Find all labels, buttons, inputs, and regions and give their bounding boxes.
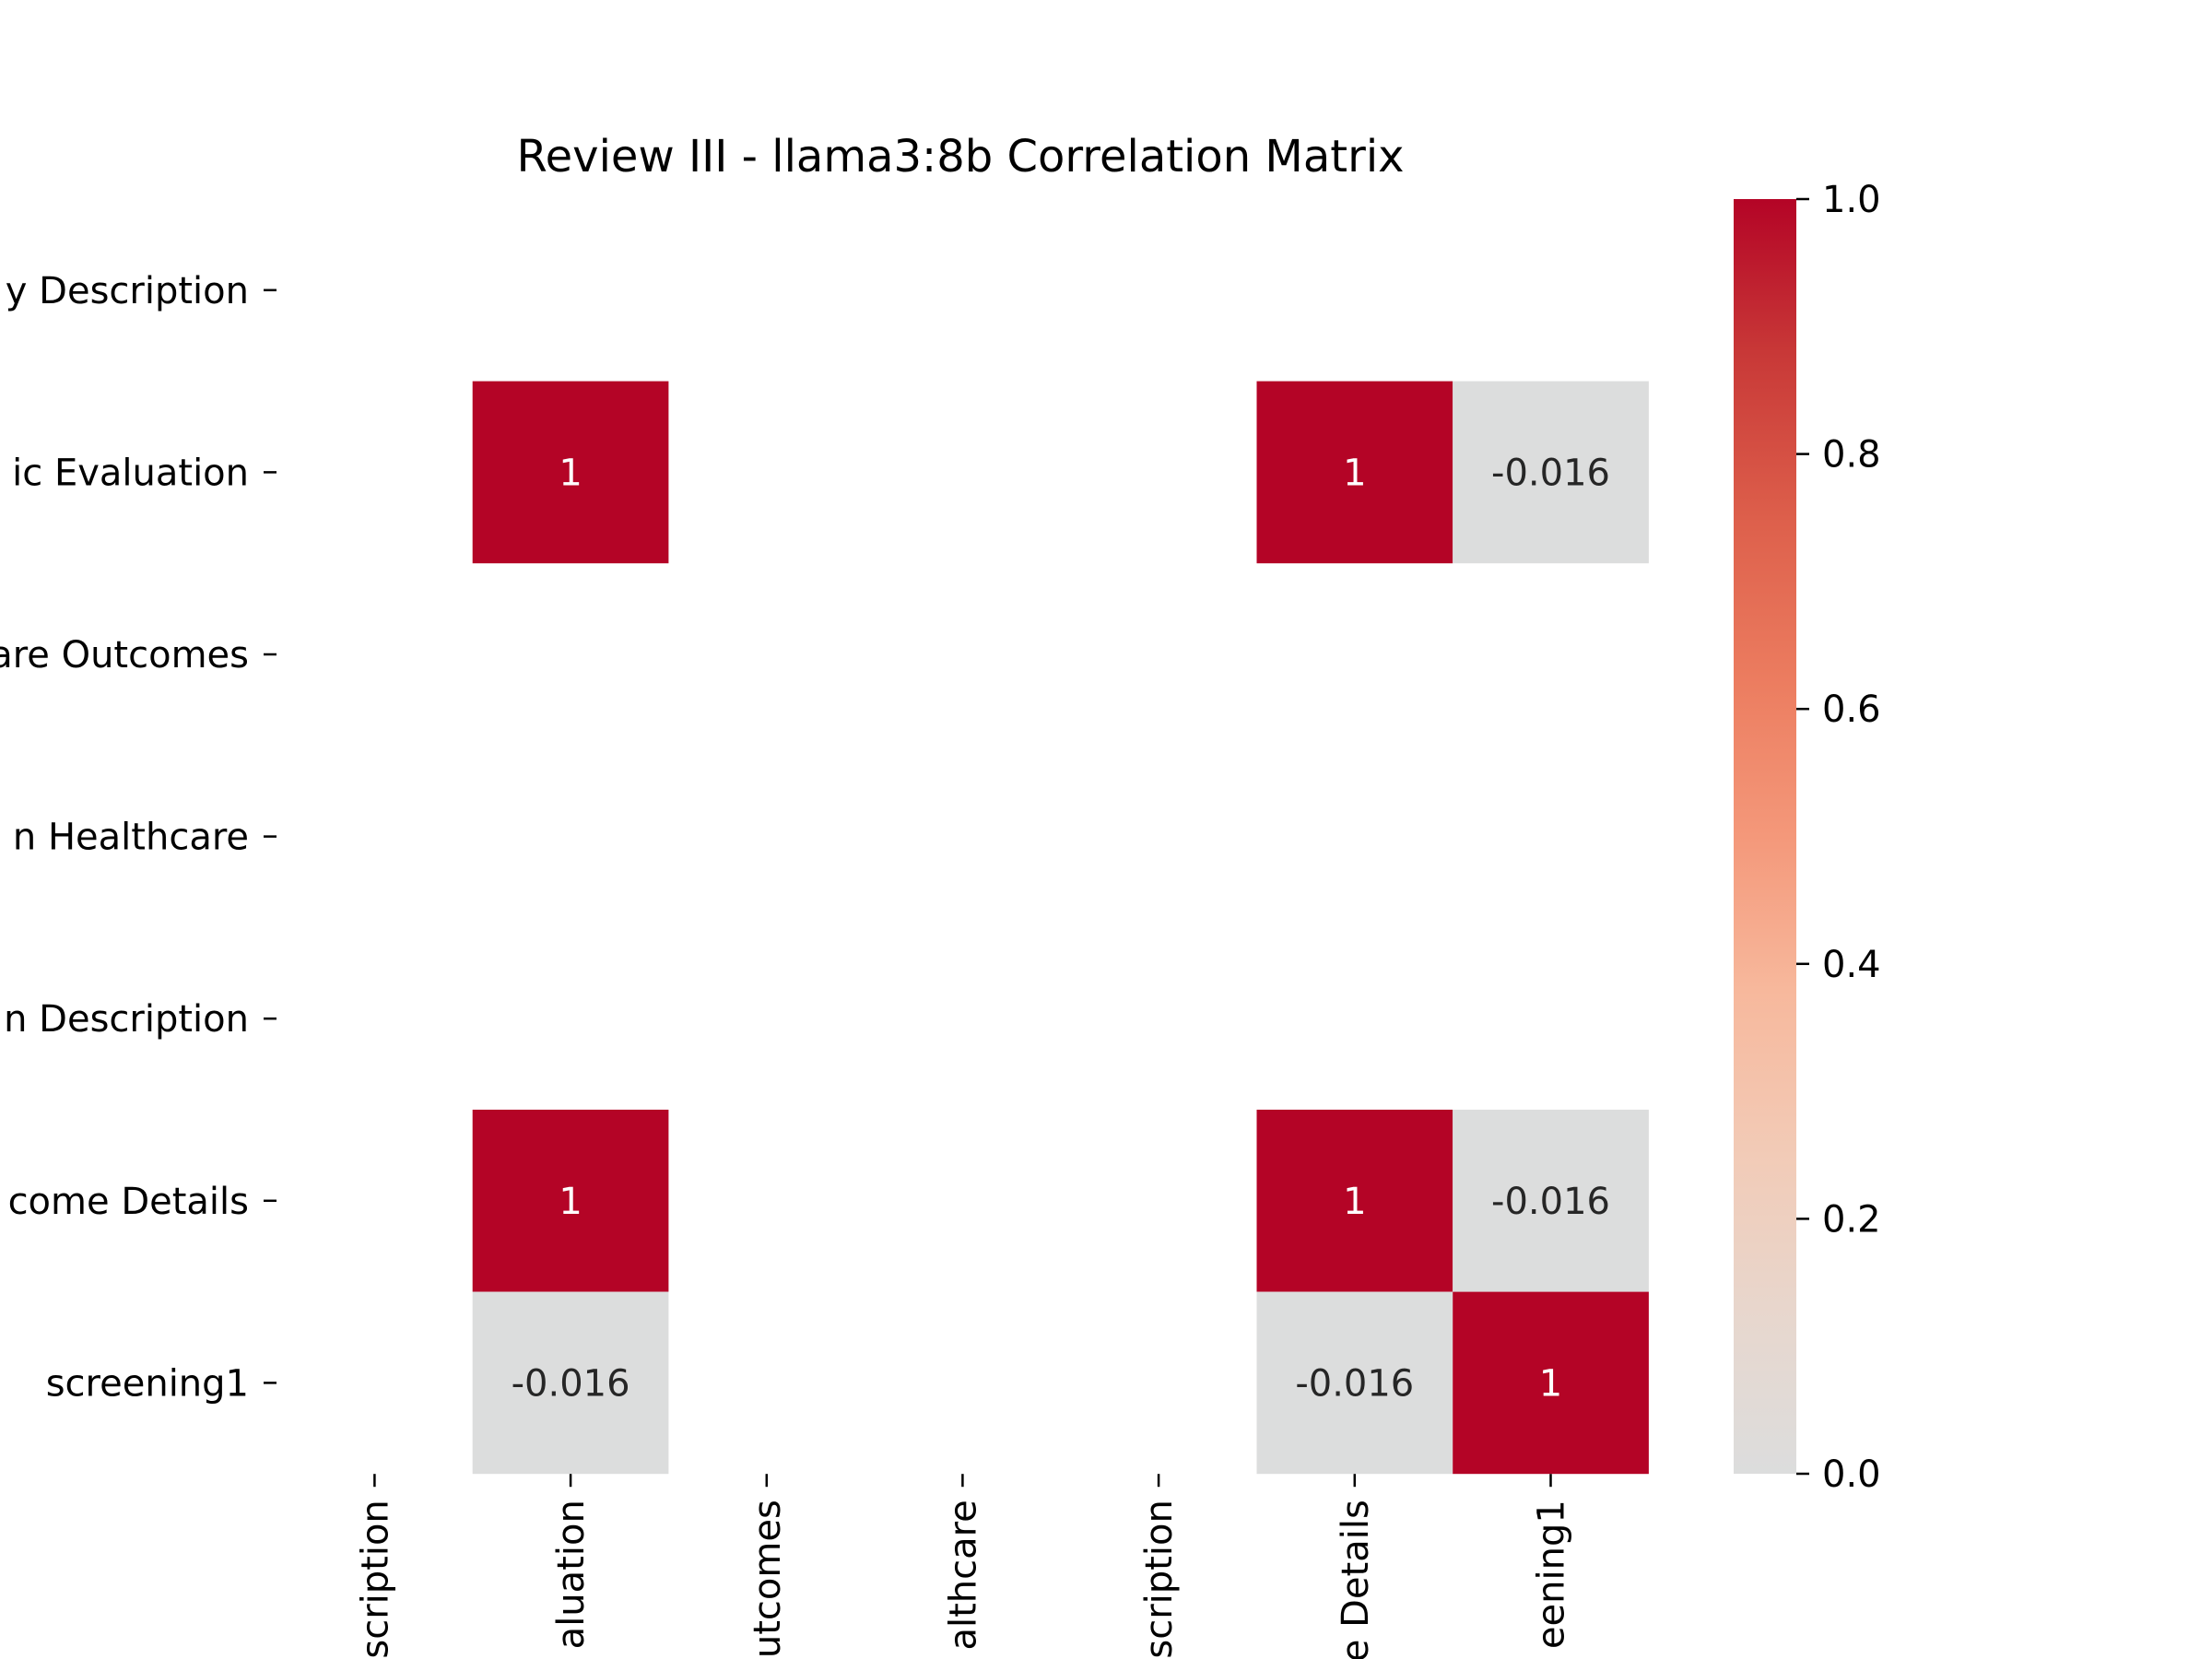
heatmap-cell [1256,1291,1453,1475]
y-tick-label: y Description [6,270,249,312]
colorbar-tick-label: 0.8 [1822,434,1881,477]
y-axis: y Description ic Evaluation are Outcomes n … [0,270,276,1405]
colorbar-tick-label: 0.6 [1822,688,1881,731]
chart-title: Review III - llama3:8b Correlation Matri… [516,131,1404,182]
x-tick-label: e Details [1335,1500,1377,1659]
heatmap-cell [472,1110,669,1292]
heatmap-cell [472,1291,669,1475]
y-tick-label: ic Evaluation [12,452,249,494]
colorbar-tick-label: 0.2 [1822,1198,1881,1241]
cell-annotation: 1 [1539,1362,1562,1405]
heatmap-cell [472,381,669,564]
x-axis: scription aluation utcomes althcare scriptio… [354,1474,1573,1659]
y-tick-label: come Details [8,1181,249,1223]
colorbar-ticks: 0.0 0.2 0.4 0.6 0.8 1.0 [1796,179,1881,1496]
y-tick-label: n Healthcare [13,817,249,859]
y-tick-label: are Outcomes [0,634,249,677]
cell-annotation: -0.016 [1491,452,1610,494]
x-tick-label: scription [354,1500,396,1658]
x-tick-label: scription [1138,1500,1181,1658]
cell-annotation: -0.016 [1491,1181,1610,1223]
x-tick-label: althcare [942,1500,984,1650]
heatmap-annotations: 1 1 -0.016 1 1 -0.016 -0.016 -0.016 1 [512,452,1610,1405]
y-tick-label: screening1 [46,1362,249,1405]
cell-annotation: 1 [559,1181,582,1223]
heatmap-cell [1453,1291,1649,1475]
x-tick-label: eening1 [1531,1500,1573,1649]
cell-annotation: -0.016 [512,1362,630,1405]
cell-annotation: -0.016 [1295,1362,1414,1405]
cell-annotation: 1 [559,452,582,494]
colorbar: 0.0 0.2 0.4 0.6 0.8 1.0 [1734,179,1881,1496]
heatmap-cell [1453,1110,1649,1292]
heatmap-cell [1256,1110,1453,1292]
y-tick-label: n Description [4,998,249,1041]
colorbar-tick-label: 0.4 [1822,944,1881,986]
colorbar-tick-label: 0.0 [1822,1453,1881,1496]
heatmap-cell [1453,381,1649,564]
cell-annotation: 1 [1343,1181,1366,1223]
heatmap-cells [472,381,1649,1475]
heatmap-cell [1256,381,1453,564]
cell-annotation: 1 [1343,452,1366,494]
colorbar-gradient [1734,199,1796,1474]
x-tick-label: utcomes [747,1500,789,1658]
x-tick-label: aluation [550,1500,593,1649]
colorbar-tick-label: 1.0 [1822,179,1881,221]
